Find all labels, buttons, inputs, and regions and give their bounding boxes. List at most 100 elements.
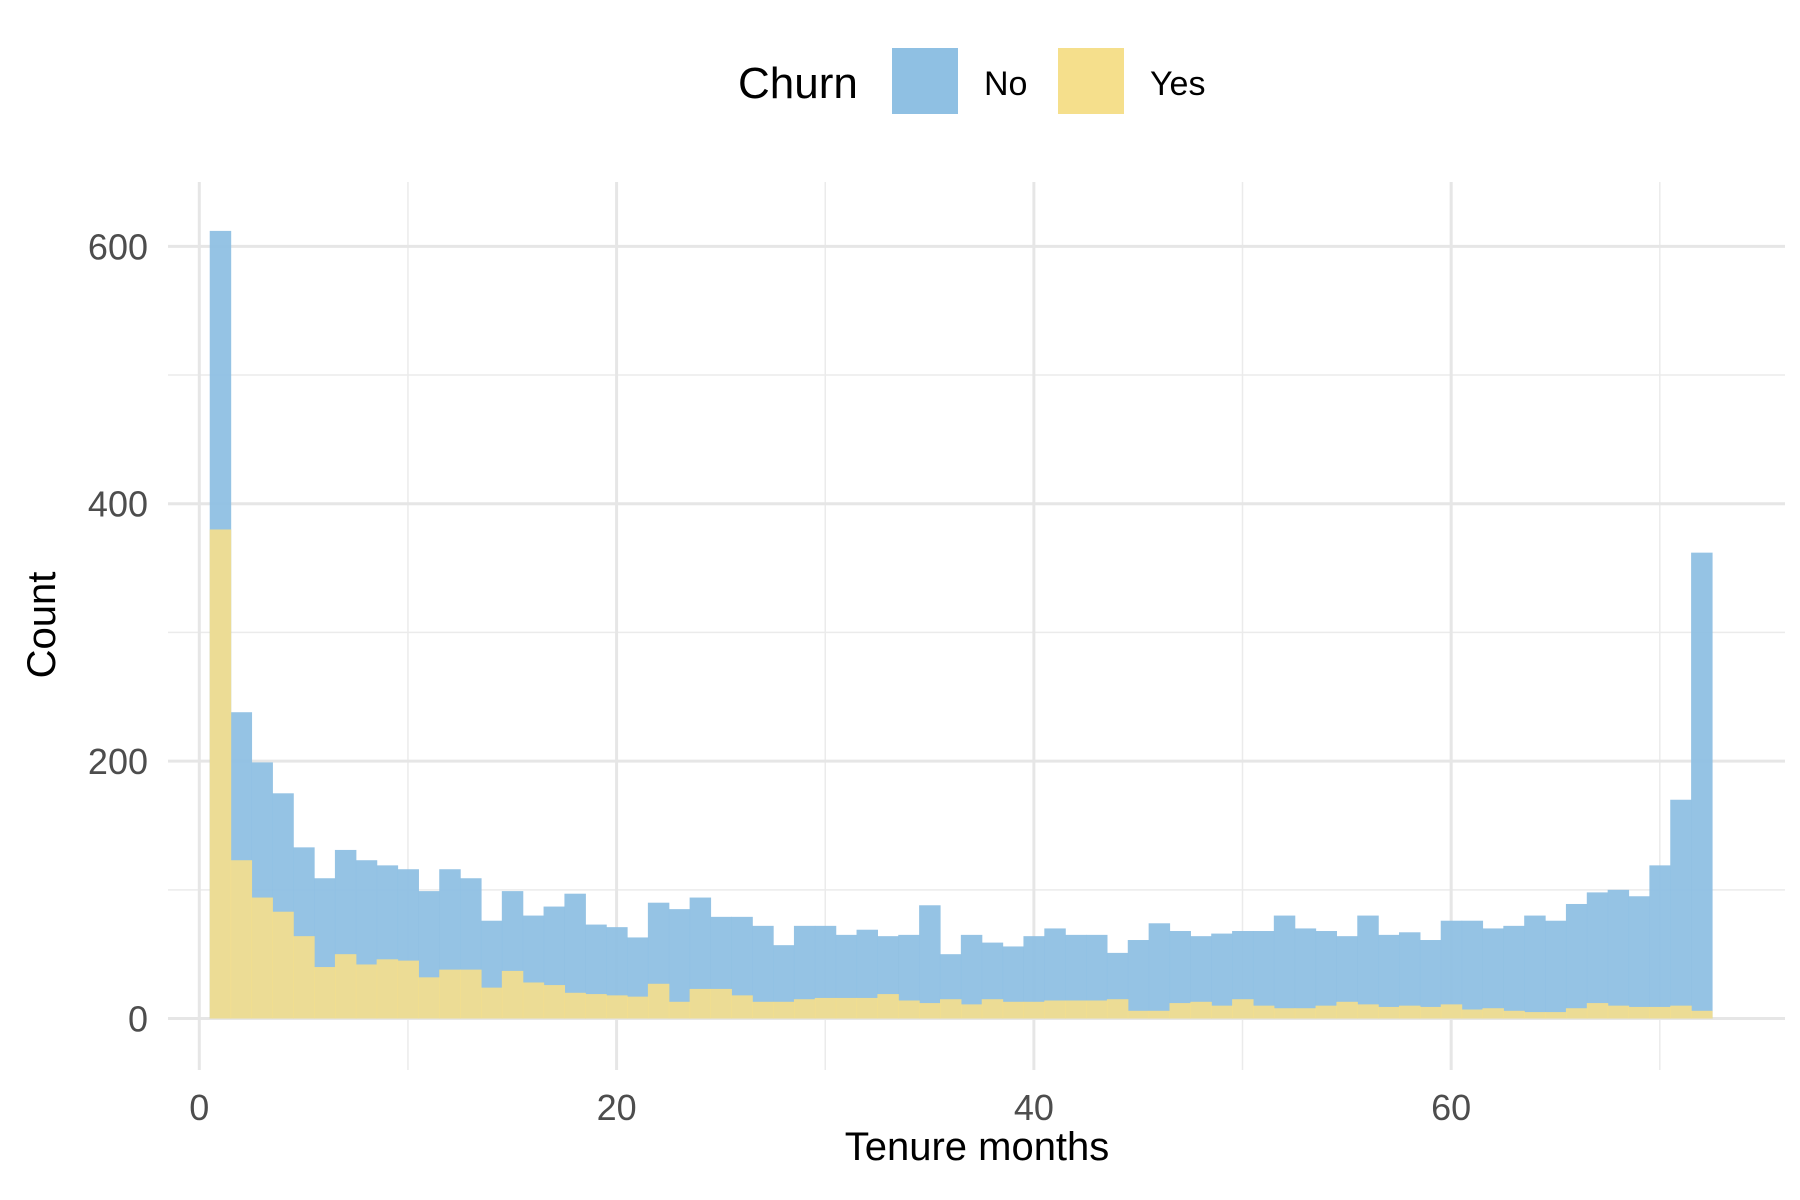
bar-yes [814, 997, 837, 1019]
bar-no [1315, 931, 1338, 1019]
bar-no [1294, 928, 1317, 1019]
bar-yes [1482, 1008, 1504, 1019]
y-axis-title: Count [20, 572, 64, 679]
bar-yes [1440, 1004, 1463, 1019]
bar-yes [501, 970, 524, 1019]
bar-no [898, 934, 920, 1019]
bar-yes [1691, 1010, 1713, 1019]
bar-no [564, 893, 586, 1019]
bar-no [1440, 920, 1463, 1019]
bar-no [1232, 931, 1254, 1019]
bar-yes [793, 999, 816, 1019]
x-tick-label: 40 [1014, 1087, 1054, 1128]
bar-yes [981, 999, 1004, 1019]
legend: Churn No Yes [738, 48, 1205, 114]
bar-yes [1211, 1005, 1233, 1019]
bar-yes [439, 969, 461, 1019]
bar-no [1148, 923, 1171, 1019]
bar-yes [355, 964, 378, 1019]
x-tick-label: 60 [1431, 1087, 1471, 1128]
bar-no [1273, 915, 1296, 1019]
bar-no [1482, 928, 1504, 1019]
bar-yes [293, 936, 315, 1019]
bar-no [1065, 934, 1087, 1019]
bar-no [1524, 915, 1546, 1019]
bar-yes [480, 987, 503, 1019]
bar-yes [543, 985, 566, 1019]
bar-yes [1086, 1000, 1108, 1019]
bar-yes [1065, 1000, 1087, 1019]
bar-no [1086, 934, 1108, 1019]
bar-yes [1127, 1010, 1150, 1019]
bar-yes [1419, 1006, 1442, 1019]
bar-yes [1649, 1006, 1671, 1019]
bar-no [1607, 889, 1630, 1019]
bar-yes [1503, 1010, 1525, 1019]
bar-no [1378, 934, 1400, 1019]
bar-no [1419, 940, 1442, 1019]
bar-yes [209, 529, 232, 1019]
bar-no [793, 925, 816, 1019]
y-axis-ticks: 0 200 400 600 [88, 226, 148, 1039]
bar-no [752, 925, 774, 1019]
x-axis-title: Tenure months [845, 1125, 1110, 1169]
bar-yes [877, 994, 899, 1019]
bar-yes [1357, 1004, 1379, 1019]
bar-yes [1252, 1005, 1275, 1019]
bar-yes [334, 954, 357, 1019]
bar-no [1211, 933, 1233, 1019]
bar-yes [230, 860, 253, 1019]
bar-no [1399, 932, 1421, 1019]
bar-no [1127, 940, 1150, 1019]
y-tick-label: 200 [88, 741, 148, 782]
bar-yes [1670, 1005, 1692, 1019]
bar-yes [1232, 999, 1254, 1019]
bar-yes [1190, 1001, 1212, 1019]
bar-no [689, 897, 712, 1019]
bar-yes [460, 969, 482, 1019]
bar-yes [522, 982, 545, 1019]
bar-yes [1002, 1001, 1025, 1019]
bar-no [1503, 925, 1525, 1019]
bar-yes [627, 996, 649, 1019]
bar-yes [1378, 1006, 1400, 1019]
bar-no [1670, 799, 1692, 1019]
bar-yes [856, 997, 878, 1019]
bar-yes [1294, 1008, 1317, 1019]
bar-yes [689, 988, 712, 1019]
y-tick-label: 600 [88, 226, 148, 267]
bar-yes [585, 994, 607, 1019]
bar-yes [1023, 1001, 1045, 1019]
bar-no [668, 909, 691, 1019]
bar-yes [1545, 1012, 1567, 1019]
bar-no [1252, 931, 1275, 1019]
bar-no [731, 916, 753, 1019]
x-tick-label: 0 [189, 1087, 209, 1128]
legend-label-no: No [984, 65, 1027, 103]
bar-yes [939, 999, 962, 1019]
legend-label-yes: Yes [1150, 65, 1205, 103]
bar-no [960, 934, 983, 1019]
bar-no [1357, 915, 1379, 1019]
legend-title: Churn [738, 59, 858, 108]
bar-yes [418, 977, 440, 1019]
bar-no [1002, 946, 1025, 1019]
bar-yes [376, 959, 399, 1019]
bar-yes [919, 1003, 941, 1019]
bar-yes [752, 1001, 774, 1019]
bar-yes [1106, 999, 1129, 1019]
bar-yes [773, 1001, 795, 1019]
bar-no [856, 929, 878, 1019]
bar-no [1023, 936, 1045, 1019]
bar-yes [668, 1001, 691, 1019]
bar-yes [1399, 1005, 1421, 1019]
bar-yes [251, 897, 273, 1019]
bar-yes [710, 988, 732, 1019]
x-axis-ticks: 0 20 40 60 [189, 1087, 1471, 1128]
series-no-bars [209, 230, 1713, 1019]
bar-yes [1315, 1005, 1338, 1019]
y-tick-label: 400 [88, 484, 148, 525]
bar-yes [1336, 1001, 1358, 1019]
bar-no [1545, 920, 1567, 1019]
series-yes-bars [209, 529, 1713, 1019]
